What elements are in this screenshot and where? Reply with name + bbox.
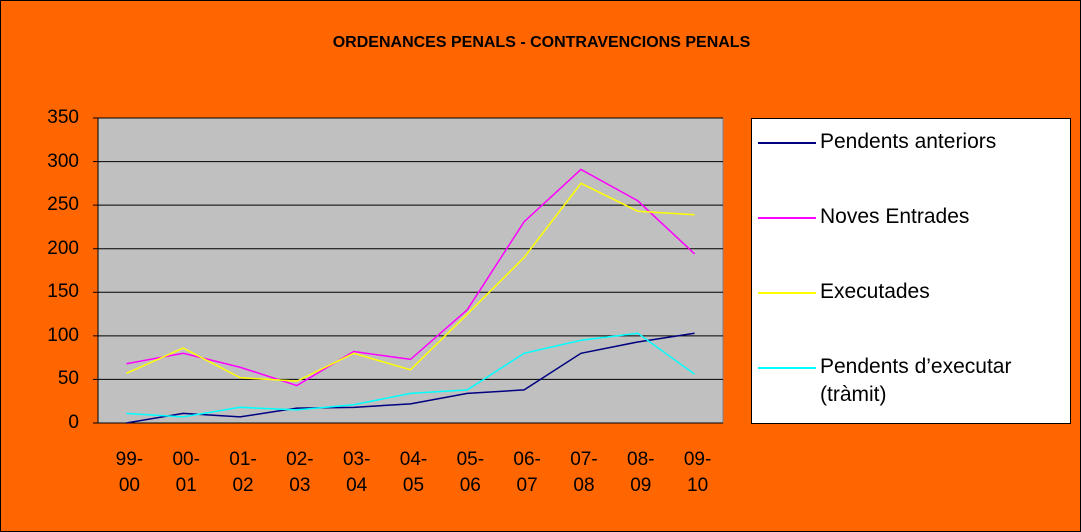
plot-area bbox=[97, 117, 724, 424]
y-tick-label: 200 bbox=[47, 237, 79, 259]
y-tick-label: 300 bbox=[47, 150, 79, 172]
x-tick-label: 06- 07 bbox=[513, 449, 541, 496]
y-tick-label: 150 bbox=[47, 281, 79, 303]
series-line bbox=[126, 332, 695, 424]
x-tick-label: 99- 00 bbox=[115, 449, 144, 496]
x-tick-label: 04- 05 bbox=[399, 449, 428, 496]
series-line bbox=[126, 168, 696, 387]
legend-label: Noves Entrades bbox=[820, 205, 970, 228]
x-tick-label: 09- 10 bbox=[683, 449, 712, 496]
legend: Pendents anteriors Noves Entrades Executad… bbox=[751, 118, 1071, 424]
x-tick-label: 02- 03 bbox=[286, 449, 314, 496]
y-tick-label: 50 bbox=[57, 368, 79, 390]
legend-swatch bbox=[758, 217, 816, 219]
legend-label: Executades bbox=[820, 280, 930, 303]
x-tick-label: 05- 06 bbox=[456, 449, 485, 496]
chart-title: ORDENANCES PENALS - CONTRAVENCIONS PENAL… bbox=[332, 34, 751, 51]
x-tick-label: 00- 01 bbox=[172, 449, 200, 496]
legend-swatch bbox=[758, 367, 816, 369]
y-tick-label: 100 bbox=[47, 324, 79, 346]
x-tick-label: 03- 04 bbox=[342, 449, 371, 496]
x-tick-label: 01- 02 bbox=[229, 449, 257, 496]
legend-label: Pendents anteriors bbox=[820, 130, 997, 153]
x-tick-label: 08- 09 bbox=[627, 449, 655, 496]
x-tick-label: 07- 08 bbox=[570, 449, 598, 496]
legend-swatch bbox=[758, 292, 816, 294]
legend-label: Pendents d’executar (tràmit) bbox=[820, 355, 1012, 406]
legend-swatch bbox=[758, 142, 816, 144]
y-tick-label: 350 bbox=[47, 107, 79, 128]
y-tick-label: 0 bbox=[68, 412, 79, 433]
y-tick-label: 250 bbox=[47, 194, 79, 216]
series-line bbox=[126, 182, 695, 382]
series-line bbox=[126, 332, 696, 418]
